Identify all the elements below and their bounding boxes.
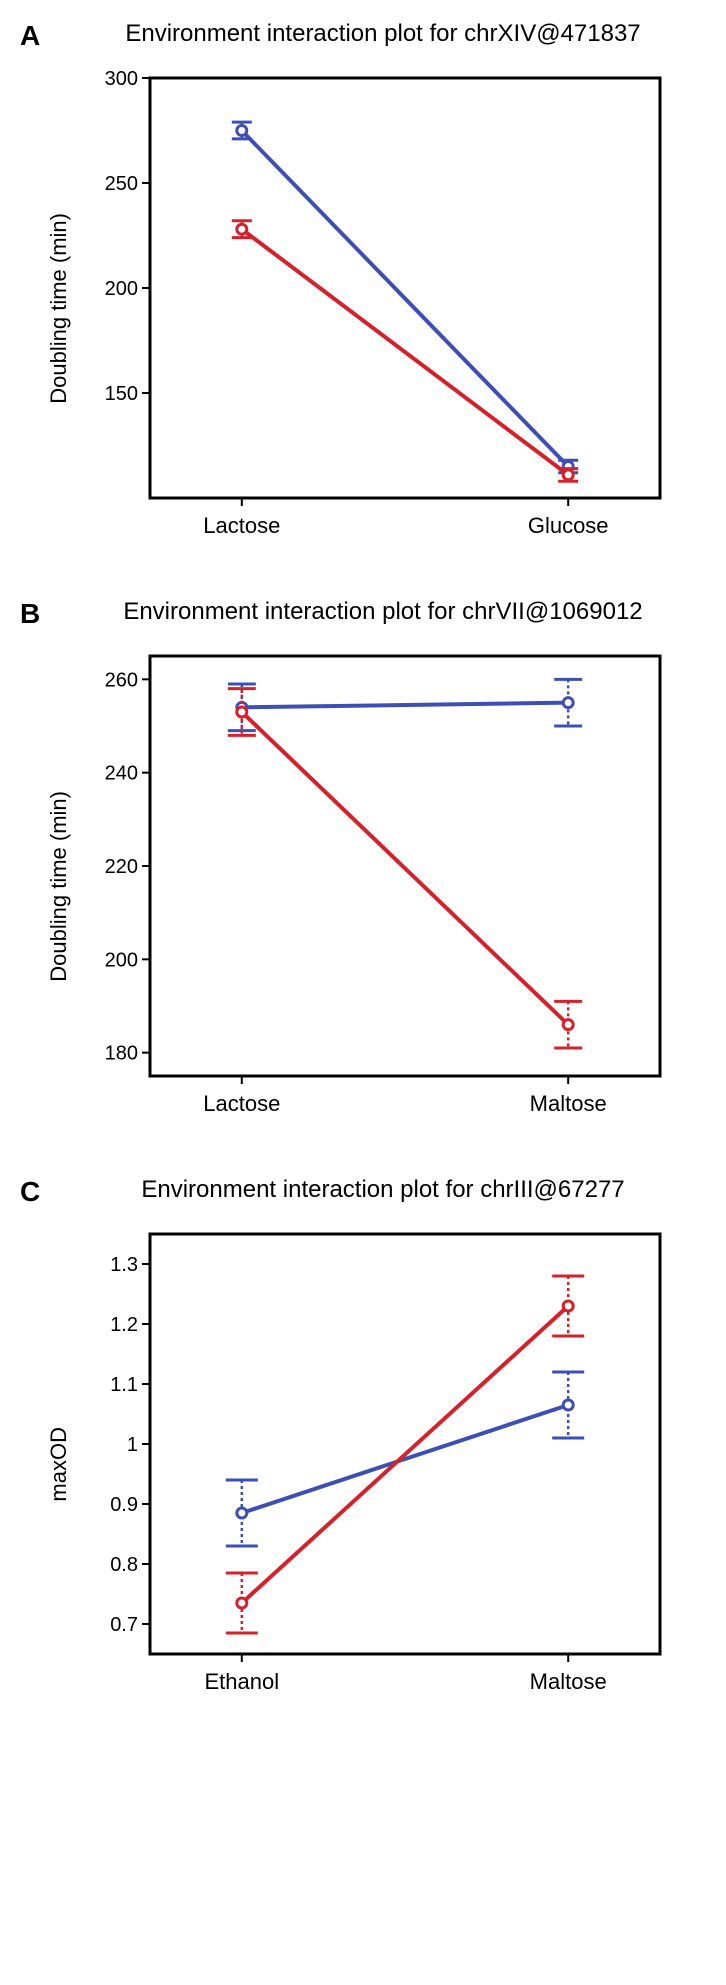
y-tick-label: 1.1 xyxy=(110,1374,138,1396)
y-tick-label: 180 xyxy=(105,1043,138,1065)
chart-a: 150 200 250 300 Lactose Glucose xyxy=(80,58,680,558)
x-tick-label: Glucose xyxy=(528,513,609,538)
y-tick-label: 0.9 xyxy=(110,1494,138,1516)
data-point xyxy=(237,126,247,136)
y-tick-label: 1 xyxy=(127,1434,138,1456)
panel-title: Environment interaction plot for chrVII@… xyxy=(20,598,706,626)
x-tick-label: Maltose xyxy=(530,1091,607,1116)
series-line xyxy=(242,229,568,475)
chart-c: 0.7 0.8 0.9 1 1.1 1.2 1.3 Ethanol Maltose xyxy=(80,1214,680,1714)
data-point xyxy=(237,1598,247,1608)
data-point xyxy=(563,1301,573,1311)
chart-b: 180 200 220 240 260 Lactose Maltose xyxy=(80,636,680,1136)
series-line xyxy=(242,703,568,708)
series-line xyxy=(242,131,568,467)
data-point xyxy=(563,470,573,480)
panel-letter: B xyxy=(20,598,40,630)
panel-a: A Environment interaction plot for chrXI… xyxy=(20,20,706,558)
y-tick-label: 1.3 xyxy=(110,1254,138,1276)
y-tick-label: 150 xyxy=(105,383,138,405)
panel-letter: A xyxy=(20,20,40,52)
series-line xyxy=(242,1306,568,1603)
panel-b: B Environment interaction plot for chrVI… xyxy=(20,598,706,1136)
panel-title: Environment interaction plot for chrXIV@… xyxy=(20,20,706,48)
x-tick-label: Lactose xyxy=(203,513,280,538)
data-point xyxy=(237,1508,247,1518)
data-point xyxy=(563,698,573,708)
x-tick-label: Ethanol xyxy=(204,1669,279,1694)
panel-c: C Environment interaction plot for chrII… xyxy=(20,1176,706,1714)
panel-letter: C xyxy=(20,1176,40,1208)
data-point xyxy=(563,1400,573,1410)
chart-wrap: Doubling time (min) 150 200 250 300 Lactose G… xyxy=(20,58,706,558)
panel-title: Environment interaction plot for chrIII@… xyxy=(20,1176,706,1204)
y-axis-label: Doubling time (min) xyxy=(46,213,72,404)
y-axis-label: Doubling time (min) xyxy=(46,791,72,982)
y-tick-label: 200 xyxy=(105,949,138,971)
y-tick-label: 250 xyxy=(105,173,138,195)
y-tick-label: 300 xyxy=(105,68,138,90)
data-point xyxy=(237,224,247,234)
y-tick-label: 200 xyxy=(105,278,138,300)
data-point xyxy=(237,707,247,717)
chart-wrap: Doubling time (min) 180 200 220 240 260 Lacto… xyxy=(20,636,706,1136)
y-tick-label: 0.7 xyxy=(110,1614,138,1636)
y-tick-label: 240 xyxy=(105,763,138,785)
series-line xyxy=(242,1405,568,1513)
y-axis-label: maxOD xyxy=(46,1427,72,1502)
chart-wrap: maxOD 0.7 0.8 0.9 1 1.1 1.2 1.3 Ethanol Maltose xyxy=(20,1214,706,1714)
y-tick-label: 260 xyxy=(105,669,138,691)
x-tick-label: Lactose xyxy=(203,1091,280,1116)
x-tick-label: Maltose xyxy=(530,1669,607,1694)
y-tick-label: 0.8 xyxy=(110,1554,138,1576)
data-point xyxy=(563,1020,573,1030)
y-tick-label: 220 xyxy=(105,856,138,878)
series-line xyxy=(242,712,568,1025)
y-tick-label: 1.2 xyxy=(110,1314,138,1336)
